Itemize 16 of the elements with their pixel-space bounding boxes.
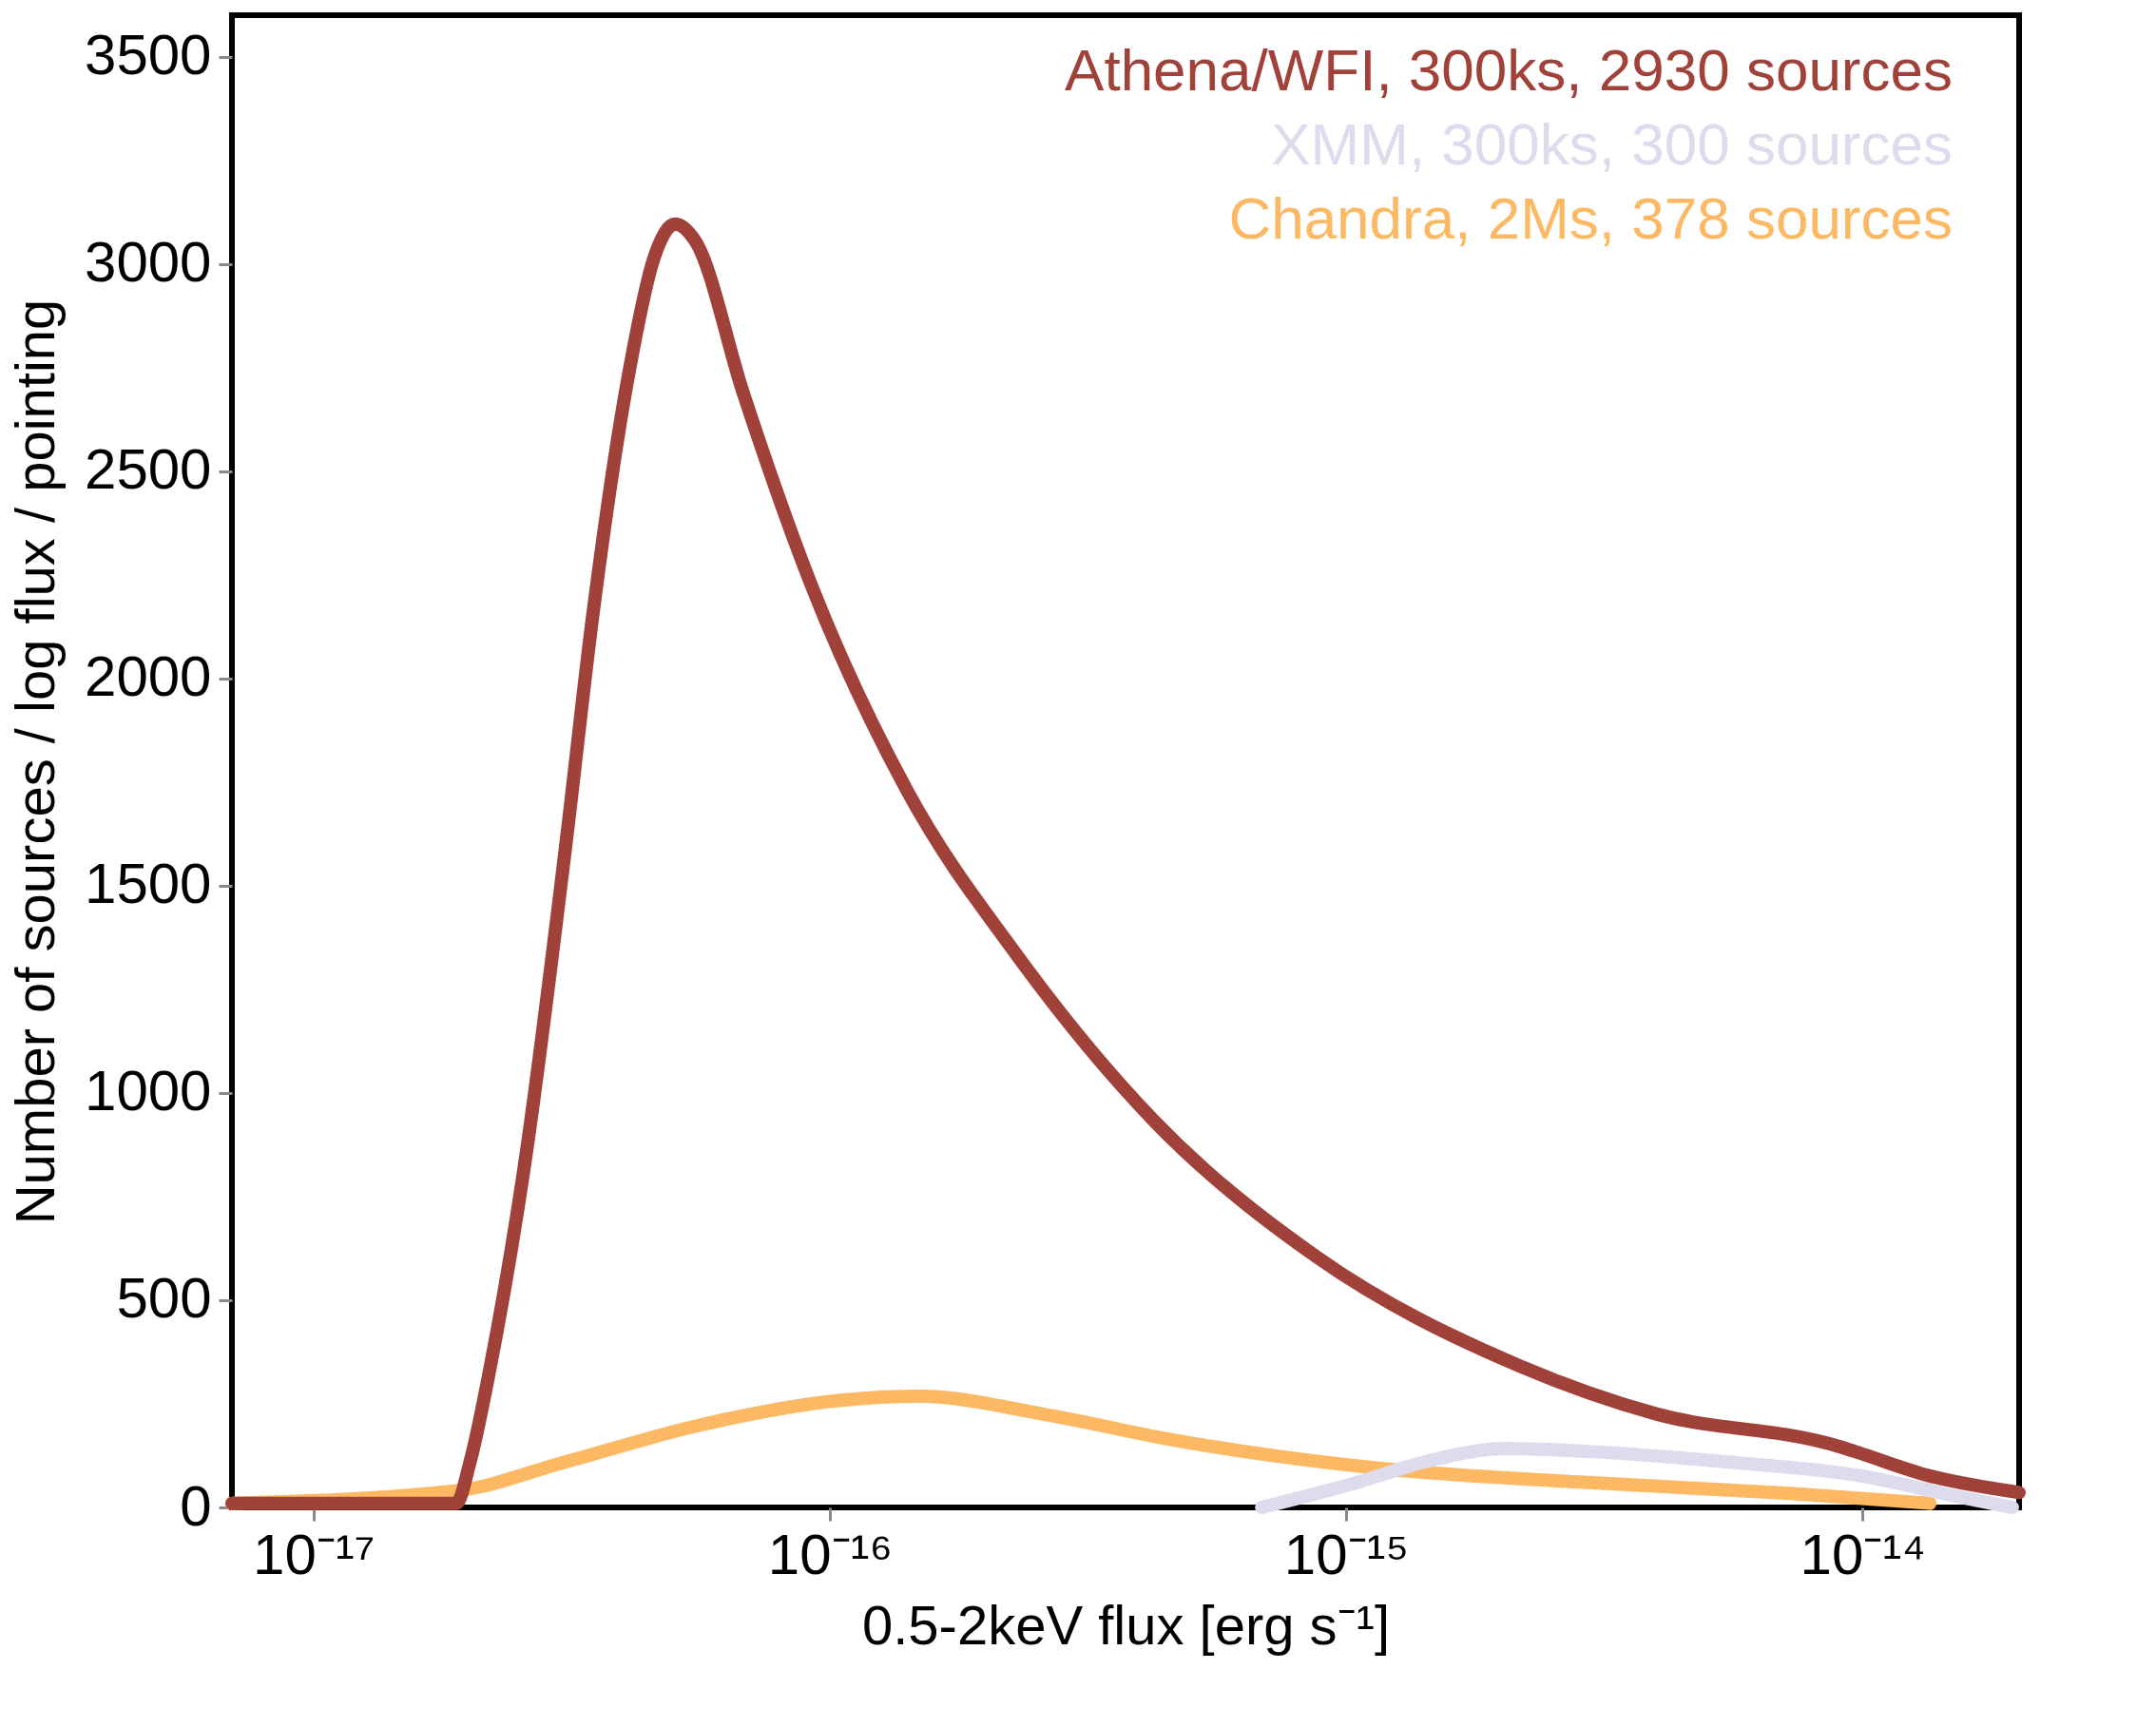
text: Athena/WFI, 300ks, 2930 sources: [1065, 37, 1953, 103]
y-tick-label: 0: [180, 1473, 212, 1538]
text: Chandra, 2Ms, 378 sources: [1228, 185, 1953, 251]
x-tick-label: 10⁻¹⁵: [1283, 1522, 1410, 1586]
x-axis-title: 0.5-2keV flux [erg s⁻¹]: [861, 1593, 1391, 1656]
y-tick-label: 3000: [85, 230, 212, 295]
x-tick-label: 10⁻¹⁴: [1800, 1522, 1927, 1586]
y-tick-label: 1000: [85, 1059, 212, 1123]
x-tick-label: 10⁻¹⁶: [767, 1522, 894, 1586]
y-tick-label: 2000: [85, 644, 212, 709]
y-tick-label: 3500: [85, 23, 212, 87]
y-tick-label: 2500: [85, 437, 212, 502]
x-tick-label: 10⁻¹⁷: [253, 1522, 375, 1586]
y-tick-label: 1500: [85, 852, 212, 916]
y-axis-title: Number of sources / log flux / pointing: [4, 298, 67, 1225]
y-tick-label: 500: [116, 1266, 212, 1331]
